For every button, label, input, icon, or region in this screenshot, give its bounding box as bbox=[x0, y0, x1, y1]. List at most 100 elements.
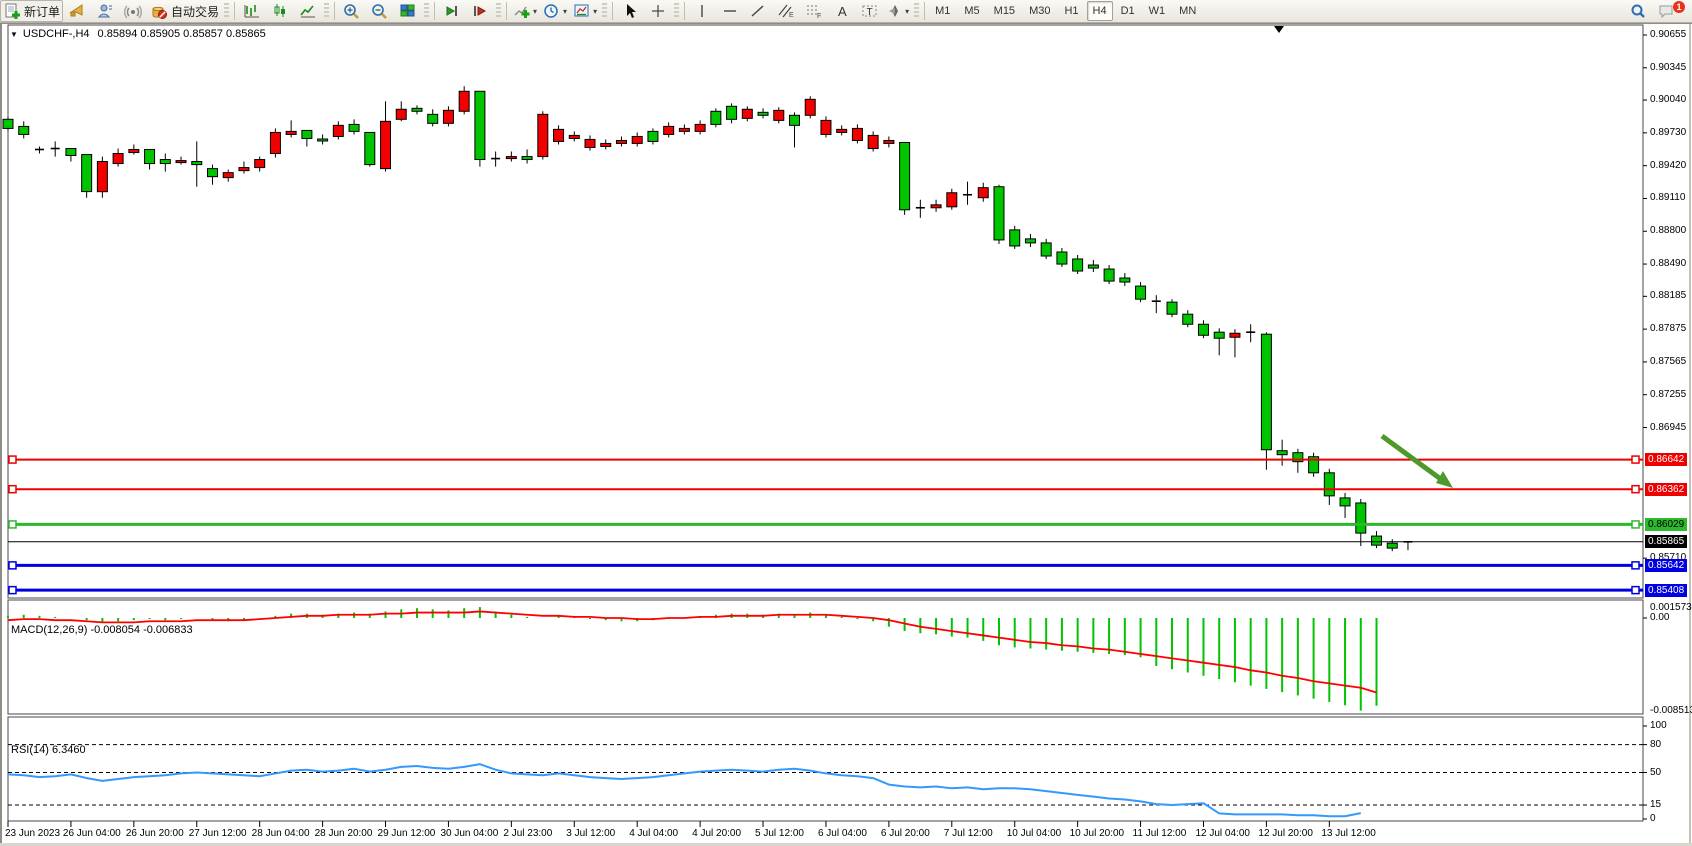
macd-axis-label[interactable]: 0.00 bbox=[1650, 612, 1670, 623]
arrows-button[interactable]: ▾ bbox=[884, 0, 912, 22]
chart-window[interactable]: ▼ USDCHF-,H4 0.85894 0.85905 0.85857 0.8… bbox=[0, 23, 1692, 846]
tile-windows-button[interactable] bbox=[394, 0, 422, 22]
time-axis-label[interactable]: 26 Jun 20:00 bbox=[125, 828, 184, 839]
notifications-button[interactable]: 1 bbox=[1652, 0, 1685, 22]
time-axis-label[interactable]: 7 Jul 12:00 bbox=[943, 828, 993, 839]
channel-icon: E bbox=[777, 3, 795, 19]
timeframe-button-h4[interactable]: H4 bbox=[1086, 1, 1113, 21]
timeframe-button-m1[interactable]: M1 bbox=[935, 5, 951, 17]
rsi-level-label[interactable]: 15 bbox=[1650, 799, 1662, 811]
vertical-line-button[interactable] bbox=[688, 0, 716, 22]
time-axis-label[interactable]: 4 Jul 04:00 bbox=[629, 828, 679, 839]
price-axis-tick[interactable]: 0.90655 bbox=[1650, 29, 1687, 40]
chart-canvas[interactable] bbox=[0, 24, 1692, 846]
time-axis-label[interactable]: 10 Jul 04:00 bbox=[1006, 828, 1062, 839]
auto-trading-icon bbox=[150, 3, 168, 19]
templates-button[interactable]: ▾ bbox=[570, 0, 600, 22]
search-icon bbox=[1630, 3, 1646, 19]
time-axis-label[interactable]: 12 Jul 04:00 bbox=[1195, 828, 1250, 839]
crosshair-button[interactable] bbox=[644, 0, 672, 22]
price-axis-tick[interactable]: 0.88490 bbox=[1650, 258, 1687, 270]
price-axis-tick[interactable]: 0.87565 bbox=[1650, 355, 1687, 367]
text-button[interactable]: A bbox=[828, 0, 856, 22]
chart-shift-button[interactable] bbox=[466, 0, 494, 22]
hline-price-tag[interactable]: 0.86362 bbox=[1645, 482, 1688, 496]
indicators-button[interactable]: ▾ bbox=[510, 0, 540, 22]
macd-axis-label[interactable]: -0.008513 bbox=[1650, 705, 1692, 716]
periods-icon bbox=[543, 3, 561, 19]
time-axis-label[interactable]: 13 Jul 12:00 bbox=[1321, 828, 1376, 839]
toolbar-separator bbox=[506, 2, 508, 20]
hline-price-tag[interactable]: 0.86642 bbox=[1645, 453, 1688, 467]
hline-price-tag[interactable]: 0.85642 bbox=[1645, 558, 1688, 572]
zoom-out-button[interactable] bbox=[366, 0, 394, 22]
time-axis-label[interactable]: 2 Jul 23:00 bbox=[503, 828, 553, 839]
price-axis-tick[interactable]: 0.89110 bbox=[1650, 192, 1686, 204]
price-axis-tick[interactable]: 0.87255 bbox=[1650, 388, 1687, 400]
timeframe-button-m5[interactable]: M5 bbox=[964, 5, 980, 17]
time-axis-label[interactable]: 23 Jun 2023 bbox=[5, 828, 61, 839]
cursor-button[interactable] bbox=[616, 0, 644, 22]
price-axis-tick[interactable]: 0.89730 bbox=[1650, 126, 1687, 138]
tile-icon bbox=[399, 3, 417, 19]
timeframe-button-w1[interactable]: W1 bbox=[1148, 5, 1166, 17]
candle-chart-button[interactable] bbox=[266, 0, 294, 22]
line-chart-button[interactable] bbox=[294, 0, 322, 22]
channel-button[interactable]: E bbox=[772, 0, 800, 22]
hline-price-tag[interactable]: 0.85408 bbox=[1645, 583, 1688, 597]
time-axis-label[interactable]: 12 Jul 20:00 bbox=[1258, 828, 1313, 839]
signals-button[interactable] bbox=[119, 0, 147, 22]
time-axis-label[interactable]: 30 Jun 04:00 bbox=[440, 828, 499, 839]
price-axis-tick[interactable]: 0.90040 bbox=[1650, 94, 1687, 106]
time-axis-label[interactable]: 28 Jun 04:00 bbox=[251, 828, 310, 839]
rsi-level-label[interactable]: 100 bbox=[1650, 720, 1667, 731]
time-axis-label[interactable]: 4 Jul 20:00 bbox=[692, 828, 742, 839]
price-axis-tick[interactable]: 0.89420 bbox=[1650, 159, 1687, 171]
rsi-level-label[interactable]: 80 bbox=[1650, 738, 1662, 750]
time-axis-label[interactable]: 3 Jul 12:00 bbox=[566, 828, 616, 839]
time-axis-label[interactable]: 11 Jul 12:00 bbox=[1132, 828, 1187, 839]
rsi-level-label[interactable]: 50 bbox=[1650, 766, 1662, 778]
auto-scroll-button[interactable] bbox=[438, 0, 466, 22]
price-axis-tick[interactable]: 0.87875 bbox=[1650, 323, 1687, 335]
time-axis-label[interactable]: 29 Jun 12:00 bbox=[377, 828, 436, 839]
time-axis-label[interactable]: 28 Jun 20:00 bbox=[314, 828, 373, 839]
time-axis-label[interactable]: 6 Jul 20:00 bbox=[880, 828, 930, 839]
time-axis-label[interactable]: 27 Jun 12:00 bbox=[188, 828, 247, 839]
time-axis-label[interactable]: 10 Jul 20:00 bbox=[1069, 828, 1125, 839]
macd-axis-label[interactable]: 0.001573 bbox=[1650, 602, 1692, 613]
bar-chart-button[interactable] bbox=[238, 0, 266, 22]
market-watch-button[interactable] bbox=[91, 0, 119, 22]
timeframe-button-m30[interactable]: M30 bbox=[1029, 5, 1051, 17]
horizontal-line-button[interactable] bbox=[716, 0, 744, 22]
text-label-button[interactable]: T bbox=[856, 0, 884, 22]
market-horn-button[interactable] bbox=[63, 0, 91, 22]
price-axis-tick[interactable]: 0.86945 bbox=[1650, 421, 1687, 433]
timeframe-button-mn[interactable]: MN bbox=[1179, 5, 1197, 17]
svg-text:A: A bbox=[838, 4, 847, 19]
periods-button[interactable]: ▾ bbox=[540, 0, 570, 22]
price-axis-tick[interactable]: 0.90345 bbox=[1650, 61, 1687, 73]
price-axis-tick[interactable]: 0.88185 bbox=[1650, 290, 1687, 302]
time-axis-label[interactable]: 6 Jul 04:00 bbox=[817, 828, 867, 839]
market-watch-icon bbox=[96, 3, 114, 19]
auto-trading-button[interactable]: 自动交易 bbox=[147, 0, 222, 22]
timeframe-button-h1[interactable]: H1 bbox=[1064, 5, 1079, 17]
time-axis-label[interactable]: 5 Jul 12:00 bbox=[755, 828, 804, 839]
zoom-in-button[interactable] bbox=[338, 0, 366, 22]
new-order-button[interactable]: 新订单 bbox=[0, 0, 64, 22]
trendline-button[interactable] bbox=[744, 0, 772, 22]
search-button[interactable] bbox=[1624, 0, 1652, 22]
text-label-icon: T bbox=[861, 3, 879, 19]
symbol-dropdown-icon[interactable]: ▼ bbox=[10, 29, 18, 39]
time-axis-label[interactable]: 26 Jun 04:00 bbox=[62, 828, 121, 839]
price-axis-tick[interactable]: 0.85710 bbox=[1650, 552, 1687, 564]
svg-text:F: F bbox=[817, 13, 821, 19]
timeframe-button-d1[interactable]: D1 bbox=[1120, 5, 1135, 17]
fibonacci-button[interactable]: F bbox=[800, 0, 828, 22]
shapes-icon bbox=[887, 3, 903, 19]
timeframe-button-m15[interactable]: M15 bbox=[993, 5, 1016, 17]
rsi-level-label[interactable]: 0 bbox=[1650, 813, 1656, 824]
hline-price-tag[interactable]: 0.86029 bbox=[1645, 517, 1688, 531]
price-axis-tick[interactable]: 0.88800 bbox=[1650, 225, 1687, 237]
